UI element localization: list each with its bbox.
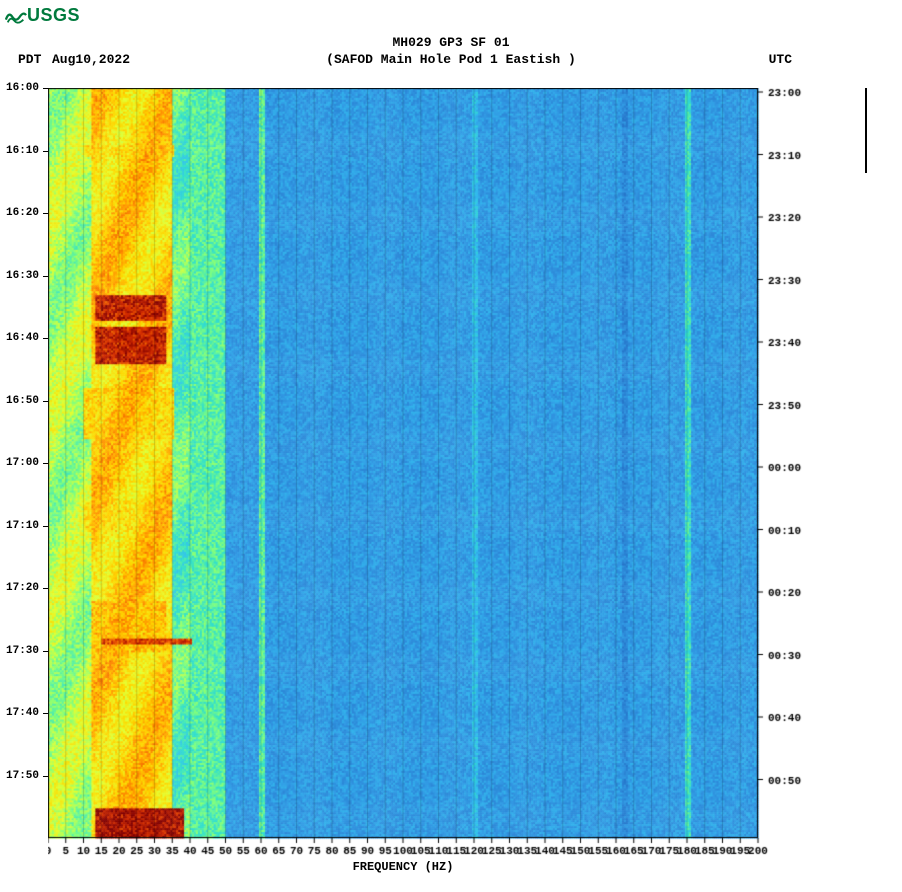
y-left-tick: 16:30 <box>6 270 39 282</box>
y-left-tick: 17:50 <box>6 770 39 782</box>
y-left-tick: 16:00 <box>6 82 39 94</box>
y-left-tick: 17:40 <box>6 707 39 719</box>
y-left-tick: 16:40 <box>6 332 39 344</box>
logo: USGS <box>5 5 80 26</box>
y-left-tick: 17:00 <box>6 457 39 469</box>
chart-header: MH029 GP3 SF 01 (SAFOD Main Hole Pod 1 E… <box>0 35 902 67</box>
y-left-tick: 16:50 <box>6 395 39 407</box>
wave-icon <box>5 7 27 25</box>
spectrogram-plot <box>48 88 806 860</box>
y-left-tick: 16:20 <box>6 207 39 219</box>
y-left-tick: 17:20 <box>6 582 39 594</box>
y-left-tick: 17:10 <box>6 520 39 532</box>
y-left-tick: 17:30 <box>6 645 39 657</box>
y-left-tick: 16:10 <box>6 145 39 157</box>
right-scale-mark <box>865 88 867 173</box>
date-label: Aug10,2022 <box>52 52 130 67</box>
tz-left-label: PDT <box>18 52 41 67</box>
tz-right-label: UTC <box>769 52 792 67</box>
chart-subtitle: (SAFOD Main Hole Pod 1 Eastish ) <box>0 52 902 67</box>
logo-text: USGS <box>27 5 80 26</box>
x-axis-label: FREQUENCY (HZ) <box>48 860 758 874</box>
chart-title: MH029 GP3 SF 01 <box>0 35 902 50</box>
